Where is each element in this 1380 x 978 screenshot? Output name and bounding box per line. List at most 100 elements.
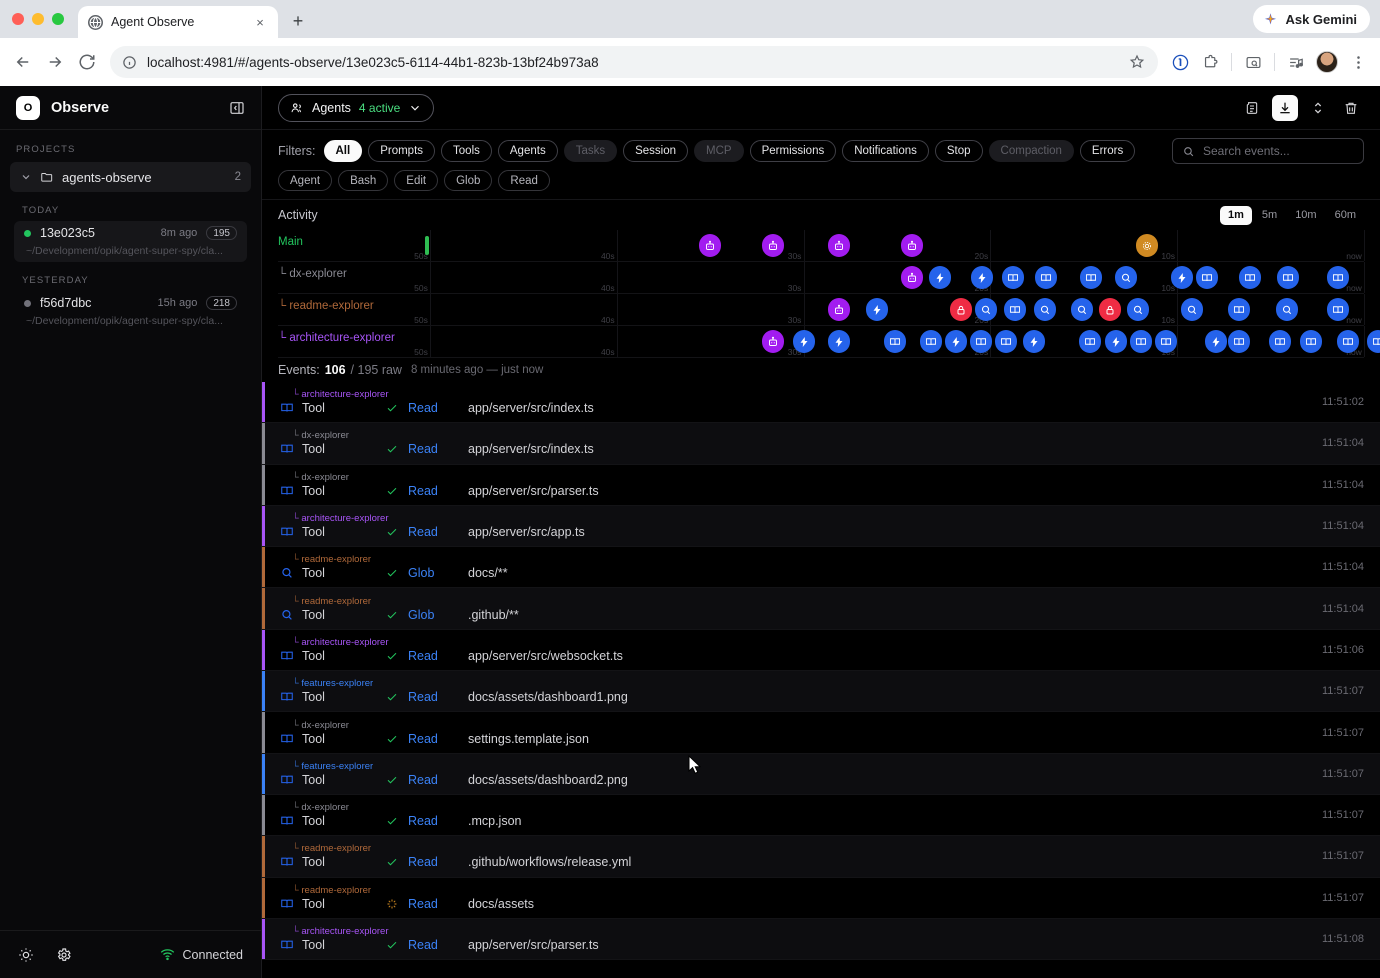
robot-icon[interactable] <box>901 234 924 257</box>
book-icon[interactable] <box>1002 266 1025 289</box>
book-icon[interactable] <box>1326 298 1349 321</box>
close-window-button[interactable] <box>12 13 24 25</box>
address-bar[interactable]: localhost:4981/#/agents-observe/13e023c5… <box>110 46 1158 78</box>
event-row[interactable]: └ architecture-explorer Tool Read app/serve… <box>262 918 1380 961</box>
close-icon[interactable]: × <box>256 14 264 30</box>
search-icon[interactable] <box>1115 266 1138 289</box>
time-range-60m[interactable]: 60m <box>1334 209 1356 221</box>
bolt-icon[interactable] <box>792 330 815 353</box>
event-row[interactable]: └ readme-explorer Tool Glob .github/** 11:51… <box>262 588 1380 630</box>
search-icon[interactable] <box>975 298 998 321</box>
lock-icon[interactable] <box>950 298 973 321</box>
filter-chip-all[interactable]: All <box>323 140 363 162</box>
event-row[interactable]: └ architecture-explorer Tool Read app/serve… <box>262 629 1380 672</box>
filter-chip-mcp[interactable]: MCP <box>694 140 744 162</box>
robot-icon[interactable] <box>762 234 785 257</box>
book-icon[interactable] <box>1269 330 1292 353</box>
media-playlist-icon[interactable] <box>1282 48 1310 76</box>
book-icon[interactable] <box>1299 330 1322 353</box>
tab-search-icon[interactable] <box>1239 48 1267 76</box>
book-icon[interactable] <box>1367 330 1380 353</box>
timeline-lane[interactable]: └ readme-explorer50s40s30s20s10snow <box>278 294 1365 326</box>
download-button[interactable] <box>1272 94 1298 121</box>
bolt-icon[interactable] <box>828 330 851 353</box>
filter-chip-tools[interactable]: Tools <box>441 140 492 162</box>
bolt-icon[interactable] <box>929 266 952 289</box>
more-menu-icon[interactable] <box>1344 48 1372 76</box>
event-row[interactable]: └ readme-explorer Tool Glob docs/** 11:51:04 <box>262 547 1380 589</box>
filter-chip-notifications[interactable]: Notifications <box>842 140 929 162</box>
agents-selector[interactable]: Agents 4 active <box>278 93 435 122</box>
time-range-5m[interactable]: 5m <box>1261 209 1278 221</box>
lock-icon[interactable] <box>1098 298 1121 321</box>
bolt-icon[interactable] <box>1205 330 1228 353</box>
filter-chip-stop[interactable]: Stop <box>934 140 983 162</box>
robot-icon[interactable] <box>828 298 851 321</box>
search-icon[interactable] <box>1181 298 1204 321</box>
robot-icon[interactable] <box>901 266 924 289</box>
event-row[interactable]: └ readme-explorer Tool Read docs/assets 11:5… <box>262 877 1380 919</box>
bolt-icon[interactable] <box>944 330 967 353</box>
event-row[interactable]: └ architecture-explorer Tool Read app/serve… <box>262 382 1380 424</box>
list-item[interactable]: f56d7dbc 15h ago 218 ~/Development/opik/… <box>14 291 247 332</box>
book-icon[interactable] <box>1228 298 1251 321</box>
bolt-icon[interactable] <box>866 298 889 321</box>
search-icon[interactable] <box>1033 298 1056 321</box>
search-icon[interactable] <box>1127 298 1150 321</box>
filter-chip-tasks[interactable]: Tasks <box>563 140 618 162</box>
browser-tab[interactable]: Agent Observe × <box>78 6 278 38</box>
filter-chip-bash[interactable]: Bash <box>338 170 389 191</box>
event-row[interactable]: └ readme-explorer Tool Read .github/workflo… <box>262 836 1380 878</box>
event-row[interactable]: └ dx-explorer Tool Read .mcp.json 11:51:07 <box>262 794 1380 837</box>
filter-chip-session[interactable]: Session <box>623 140 689 162</box>
gear-icon[interactable] <box>1135 234 1158 257</box>
avatar[interactable] <box>1316 51 1338 73</box>
time-range-10m[interactable]: 10m <box>1295 209 1317 221</box>
reload-button[interactable] <box>72 47 102 77</box>
sort-button[interactable] <box>1305 95 1331 121</box>
book-icon[interactable] <box>1130 330 1153 353</box>
event-row[interactable]: └ architecture-explorer Tool Read app/serve… <box>262 505 1380 548</box>
book-icon[interactable] <box>1079 330 1102 353</box>
event-row[interactable]: └ features-explorer Tool Read docs/assets/d… <box>262 671 1380 713</box>
sidebar-item-project[interactable]: agents-observe 2 <box>10 162 251 192</box>
forward-button[interactable] <box>40 47 70 77</box>
bolt-icon[interactable] <box>1022 330 1045 353</box>
minimize-window-button[interactable] <box>32 13 44 25</box>
new-tab-button[interactable]: + <box>292 10 304 31</box>
book-icon[interactable] <box>969 330 992 353</box>
book-icon[interactable] <box>994 330 1017 353</box>
event-row[interactable]: └ dx-explorer Tool Read app/server/src/inde… <box>262 423 1380 465</box>
robot-icon[interactable] <box>762 330 785 353</box>
book-icon[interactable] <box>1336 330 1359 353</box>
list-item[interactable]: 13e023c5 8m ago 195 ~/Development/opik/a… <box>14 221 247 262</box>
search-input[interactable]: Search events... <box>1172 138 1364 164</box>
filter-chip-glob[interactable]: Glob <box>444 170 493 191</box>
book-icon[interactable] <box>1004 298 1027 321</box>
back-button[interactable] <box>8 47 38 77</box>
timeline-session-start-marker[interactable] <box>424 236 429 255</box>
event-row[interactable]: └ dx-explorer Tool Read app/server/src/pars… <box>262 464 1380 506</box>
filter-chip-errors[interactable]: Errors <box>1079 140 1136 162</box>
filter-chip-compaction[interactable]: Compaction <box>988 140 1074 162</box>
book-icon[interactable] <box>1034 266 1057 289</box>
filter-chip-read[interactable]: Read <box>498 170 550 191</box>
filter-chip-permissions[interactable]: Permissions <box>749 140 837 162</box>
book-icon[interactable] <box>919 330 942 353</box>
bolt-icon[interactable] <box>1170 266 1193 289</box>
search-icon[interactable] <box>1070 298 1093 321</box>
event-row[interactable]: └ features-explorer Tool Read docs/assets/d… <box>262 753 1380 795</box>
book-icon[interactable] <box>1326 266 1349 289</box>
filter-chip-edit[interactable]: Edit <box>394 170 439 191</box>
filter-chip-agent[interactable]: Agent <box>278 170 333 191</box>
search-icon[interactable] <box>1275 298 1298 321</box>
filter-chip-agents[interactable]: Agents <box>497 140 558 162</box>
gear-icon[interactable] <box>56 947 72 963</box>
event-row[interactable]: └ dx-explorer Tool Read settings.template.j… <box>262 712 1380 754</box>
delete-button[interactable] <box>1338 95 1364 121</box>
extensions-icon[interactable] <box>1196 48 1224 76</box>
book-icon[interactable] <box>1080 266 1103 289</box>
bolt-icon[interactable] <box>1105 330 1128 353</box>
maximize-window-button[interactable] <box>52 13 64 25</box>
robot-icon[interactable] <box>828 234 851 257</box>
